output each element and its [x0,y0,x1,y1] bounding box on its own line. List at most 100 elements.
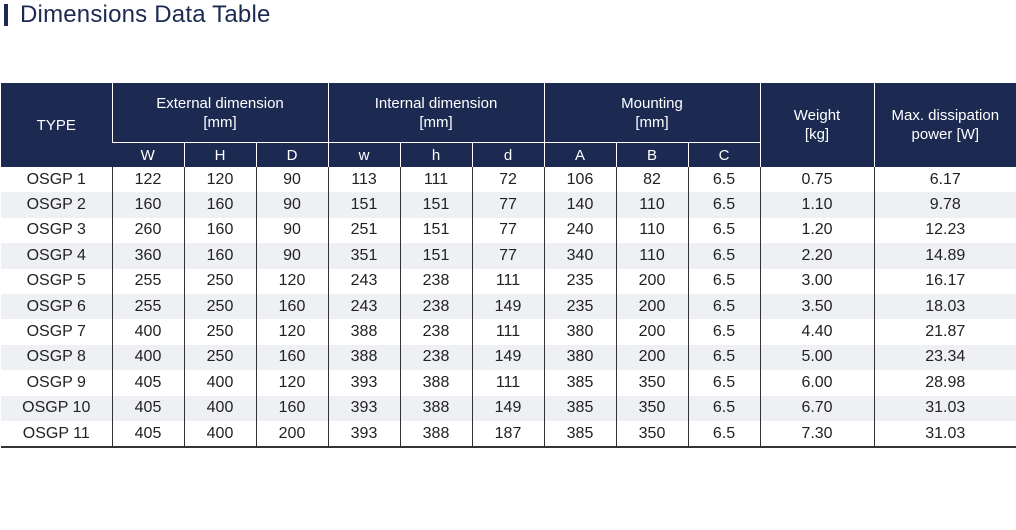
cell-power: 12.23 [873,217,1016,244]
cell-ext-h: 120 [183,167,256,193]
cell-type: OSGP 2 [1,192,112,218]
cell-ext-w: 260 [111,217,184,244]
cell-weight: 7.30 [759,420,875,449]
cell-type: OSGP 6 [1,293,112,320]
cell-mount-c: 6.5 [687,217,761,244]
cell-int-h: 151 [399,243,472,269]
cell-int-w: 388 [327,319,400,345]
cell-mount-b: 350 [615,420,689,449]
table-row: OSGP 8 400 250 160 388 238 149 380 200 6.5 5.00 23.… [1,344,1016,371]
subheader-w: w [327,142,400,167]
cell-mount-c: 6.5 [687,370,761,396]
cell-int-w: 393 [327,370,400,396]
weight-unit: [kg] [804,126,830,143]
cell-power: 23.34 [873,344,1016,371]
cell-ext-w: 360 [111,243,184,269]
cell-type: OSGP 1 [26,170,86,188]
cell-mount-c: 6.5 [687,192,761,218]
weight-header: Weight [kg] [759,83,875,167]
cell-ext-d: 90 [255,192,328,218]
cell-power: 6.17 [873,167,1016,193]
cell-int-w: 243 [327,268,400,294]
cell-mount-a: 235 [543,293,617,320]
cell-int-w: 243 [327,293,400,320]
cell-ext-d: 160 [255,395,328,421]
cell-ext-d: 160 [255,344,328,371]
cell-mount-a: 380 [543,319,617,345]
internal-dimension-header: Internal dimension [mm] [327,83,545,143]
cell-weight: 6.00 [759,370,875,396]
cell-weight: 3.00 [759,268,875,294]
cell-ext-d: 90 [255,243,328,269]
subheader-C: C [687,142,761,167]
power-unit: power [W] [911,126,980,143]
subheader-d: d [471,142,545,167]
cell-int-d: 149 [471,395,545,421]
cell-power: 9.78 [873,192,1016,218]
cell-ext-h: 250 [183,268,256,294]
cell-mount-b: 110 [615,243,689,269]
type-header: TYPE [1,83,112,167]
table-row: OSGP 7 400 250 120 388 238 111 380 200 6.5 4.40 21.… [1,319,1016,345]
cell-power: 21.87 [873,319,1016,345]
cell-power: 31.03 [873,395,1016,421]
cell-weight: 1.20 [759,217,875,244]
subheader-D: D [255,142,328,167]
external-dimension-label: External dimension [156,94,284,112]
cell-mount-c: 6.5 [687,344,761,371]
cell-mount-a: 340 [543,243,617,269]
mounting-header: Mounting [mm] [543,83,761,143]
cell-weight: 4.40 [759,319,875,345]
cell-weight: 6.70 [759,395,875,421]
cell-power: 31.03 [873,420,1016,449]
cell-ext-h: 250 [183,319,256,345]
cell-mount-b: 200 [615,319,689,345]
subheader-B: B [615,142,689,167]
cell-ext-d: 160 [255,293,328,320]
cell-ext-d: 200 [255,420,328,449]
cell-int-h: 238 [399,344,472,371]
cell-weight: 2.20 [759,243,875,269]
table-body: OSGP 1 122 120 90 113 111 72 106 82 6.5 0.75 6.17 OS… [1,167,1016,449]
cell-weight: 1.10 [759,192,875,218]
cell-ext-h: 160 [183,217,256,244]
internal-dimension-label: Internal dimension [374,94,498,112]
external-dimension-unit: [mm] [203,113,237,131]
table-row: OSGP 5 255 250 120 243 238 111 235 200 6.5 3.00 16.… [1,268,1016,294]
cell-mount-c: 6.5 [687,319,761,345]
cell-mount-a: 240 [543,217,617,244]
cell-mount-a: 380 [543,344,617,371]
cell-mount-c: 6.5 [687,293,761,320]
cell-type: OSGP 9 [26,373,86,391]
cell-power: 28.98 [873,370,1016,396]
cell-ext-w: 400 [111,319,184,345]
cell-int-w: 113 [327,167,400,193]
table-row: OSGP 10 405 400 160 393 388 149 385 350 6.5 6.70 31… [1,395,1016,421]
cell-ext-h: 250 [183,293,256,320]
cell-int-w: 151 [327,192,400,218]
cell-type: OSGP 4 [1,243,112,269]
cell-int-h: 238 [399,268,472,294]
cell-ext-h: 400 [183,370,256,396]
subheader-H: H [183,142,256,167]
cell-mount-a: 106 [543,167,617,193]
cell-type: OSGP 7 [26,323,86,341]
cell-weight: 3.50 [759,293,875,320]
cell-type: OSGP 10 [1,395,112,421]
cell-int-d: 77 [471,217,545,244]
cell-mount-b: 110 [615,217,689,244]
cell-type: OSGP 3 [26,221,86,239]
cell-mount-b: 350 [615,370,689,396]
cell-int-d: 111 [471,268,545,294]
table-row: OSGP 2 160 160 90 151 151 77 140 110 6.5 1.10 9.78 [1,192,1016,218]
table-row: OSGP 11 405 400 200 393 388 187 385 350 6.5 7.30 31… [1,420,1016,449]
table-row: OSGP 6 255 250 160 243 238 149 235 200 6.5 3.50 18.… [1,293,1016,320]
cell-int-d: 77 [471,192,545,218]
cell-type: OSGP 8 [1,344,112,371]
subheader-W: W [112,142,184,167]
cell-int-w: 351 [327,243,400,269]
cell-ext-w: 160 [111,192,184,218]
cell-mount-c: 6.5 [687,243,761,269]
cell-mount-c: 6.5 [687,268,761,294]
cell-ext-d: 90 [255,217,328,244]
